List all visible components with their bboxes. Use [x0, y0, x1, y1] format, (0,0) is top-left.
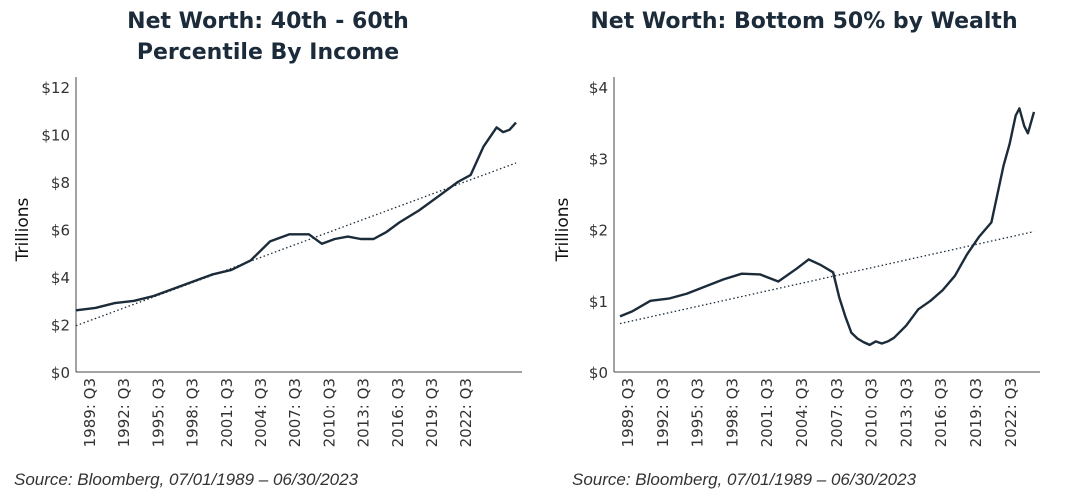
net-worth-line	[75, 121, 517, 312]
source-note: Source: Bloomberg, 07/01/1989 – 06/30/20…	[572, 470, 917, 489]
net-worth-line	[619, 107, 1036, 347]
y-tick-label: $4	[589, 79, 608, 97]
y-tick-label: $0	[51, 364, 70, 382]
x-tick-label: 1998: Q3	[184, 378, 202, 447]
x-tick-label: 2007: Q3	[828, 378, 846, 447]
y-tick-label: $6	[51, 222, 70, 240]
chart-panel-left: Net Worth: 40th - 60th Percentile By Inc…	[0, 6, 536, 489]
y-tick-label: $2	[51, 317, 70, 335]
x-tick-label: 2007: Q3	[286, 378, 304, 447]
chart-panel-right: Net Worth: Bottom 50% by Wealth $0 $1 $2 $3…	[536, 0, 1072, 501]
chart-title-line: Percentile By Income	[136, 40, 400, 65]
y-tick-label: $10	[41, 127, 70, 145]
chart-title-line: Net Worth: Bottom 50% by Wealth	[590, 9, 1018, 34]
x-tick-label: 2016: Q3	[389, 378, 407, 447]
y-axis-title: Trillions	[553, 197, 573, 262]
chart-plot: $0 $1 $2 $3 $4 1989: Q3 1992: Q3 1995: Q3 1998: …	[553, 77, 1040, 447]
y-tick-label: $12	[41, 79, 70, 97]
source-note: Source: Bloomberg, 07/01/1989 – 06/30/20…	[14, 470, 359, 489]
chart-title: Net Worth: 40th - 60th Percentile By Inc…	[0, 6, 536, 68]
x-tick-label: 2004: Q3	[793, 378, 811, 447]
x-tick-label: 2001: Q3	[758, 378, 776, 447]
chart-title: Net Worth: Bottom 50% by Wealth	[536, 6, 1072, 37]
chart-title-line: Net Worth: 40th - 60th	[127, 9, 409, 34]
x-tick-label: 2010: Q3	[863, 378, 881, 447]
x-tick-label: 2022: Q3	[1002, 378, 1020, 447]
x-tick-label: 2016: Q3	[932, 378, 950, 447]
chart-plot: $0 $2 $4 $6 $8 $10 $12 1989: Q3 1992: Q3 1995: Q3…	[13, 77, 522, 447]
x-tick-label: 2019: Q3	[423, 378, 441, 447]
y-tick-label: $3	[589, 150, 608, 168]
y-tick-label: $0	[589, 364, 608, 382]
x-tick-label: 2019: Q3	[967, 378, 985, 447]
x-tick-label: 1989: Q3	[81, 378, 99, 447]
x-tick-label: 2013: Q3	[355, 378, 373, 447]
x-tick-label: 1998: Q3	[723, 378, 741, 447]
x-tick-label: 1992: Q3	[654, 378, 672, 447]
x-tick-label: 1992: Q3	[115, 378, 133, 447]
x-tick-label: 2013: Q3	[897, 378, 915, 447]
x-tick-label: 2010: Q3	[320, 378, 338, 447]
x-tick-label: 2004: Q3	[252, 378, 270, 447]
y-tick-label: $8	[51, 174, 70, 192]
trend-line	[619, 230, 1035, 325]
y-tick-label: $1	[589, 293, 608, 311]
y-axis-title: Trillions	[13, 197, 33, 262]
x-tick-label: 1989: Q3	[619, 378, 637, 447]
x-tick-label: 1995: Q3	[149, 378, 167, 447]
x-tick-label: 1995: Q3	[689, 378, 707, 447]
x-tick-label: 2001: Q3	[218, 378, 236, 447]
y-tick-label: $4	[51, 269, 70, 287]
y-tick-label: $2	[589, 222, 608, 240]
x-tick-label: 2022: Q3	[457, 378, 475, 447]
